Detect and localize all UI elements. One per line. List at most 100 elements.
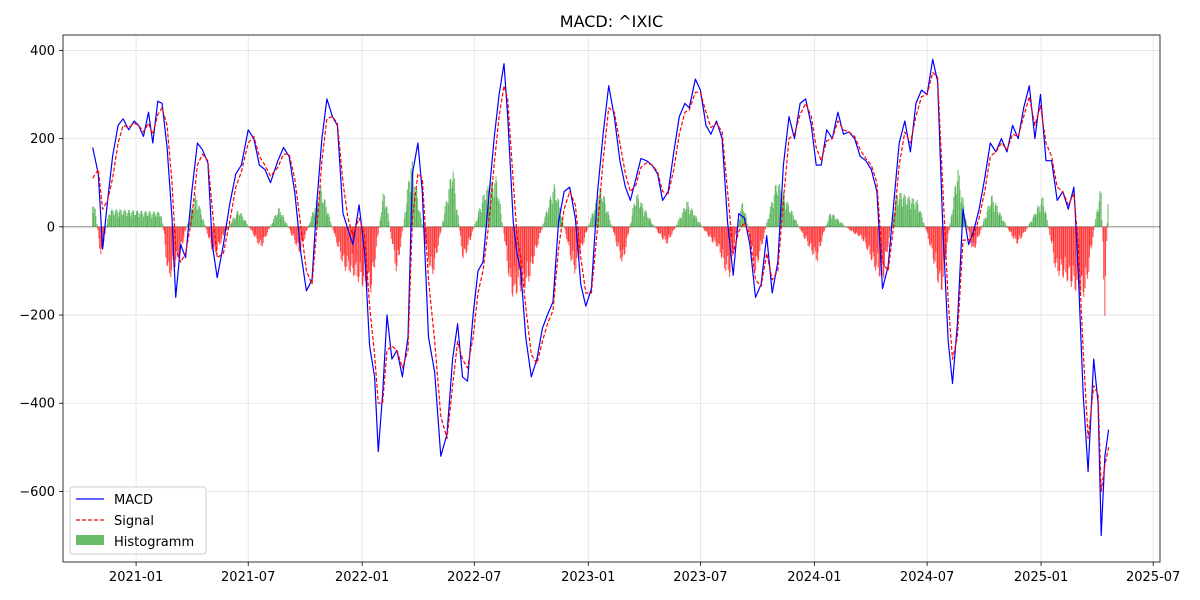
histogram-bar	[326, 215, 328, 227]
histogram-bar	[641, 203, 643, 227]
histogram-bar	[978, 226, 980, 237]
histogram-bar	[667, 226, 669, 239]
histogram-bar	[1055, 226, 1057, 263]
histogram-bar	[811, 226, 814, 255]
histogram-bar	[772, 207, 775, 227]
histogram-bar	[771, 202, 773, 227]
histogram-bar	[819, 226, 822, 247]
histogram-bar	[748, 226, 750, 233]
histogram-bar	[318, 192, 321, 227]
histogram-bar	[805, 226, 807, 236]
histogram-bar	[507, 226, 509, 274]
histogram-bar	[116, 212, 119, 227]
x-tick-label: 2025-01	[1014, 570, 1068, 585]
histogram-bar	[341, 226, 343, 262]
histogram-bar	[936, 226, 938, 269]
histogram-bar	[661, 226, 663, 238]
histogram-bar	[497, 200, 500, 227]
histogram-bar	[855, 226, 857, 234]
histogram-bar	[160, 217, 163, 227]
histogram-bar	[818, 226, 820, 242]
histogram-bar	[492, 188, 494, 227]
histogram-bar	[601, 201, 604, 227]
histogram-bar	[571, 226, 573, 260]
histogram-bar	[96, 224, 98, 227]
histogram-bar	[548, 207, 550, 227]
histogram-bar	[192, 210, 194, 227]
histogram-bar	[974, 226, 977, 248]
histogram-bar	[779, 183, 781, 227]
histogram-bar	[136, 211, 138, 227]
histogram-bar	[456, 209, 458, 227]
histogram-bar	[575, 226, 577, 270]
histogram-bar	[1040, 204, 1042, 227]
histogram-bar	[351, 226, 353, 254]
histogram-bar	[412, 169, 414, 227]
histogram-bar	[447, 203, 449, 227]
histogram-bar	[787, 205, 789, 227]
histogram-bar	[475, 221, 477, 227]
histogram-bar	[110, 210, 112, 227]
histogram-bar	[867, 226, 869, 251]
histogram-bar	[1007, 226, 1009, 228]
histogram-bar	[763, 226, 765, 234]
histogram-bar	[140, 210, 142, 227]
histogram-bar	[541, 226, 543, 231]
histogram-bar	[253, 226, 256, 237]
histogram-bar	[695, 215, 697, 227]
histogram-bar	[167, 226, 169, 266]
histogram-bar	[865, 226, 867, 244]
histogram-bar	[98, 226, 100, 239]
histogram-bar	[907, 197, 909, 227]
histogram-bar	[268, 226, 270, 229]
histogram-bar	[697, 222, 700, 227]
histogram-bar	[1017, 226, 1019, 240]
histogram-bar	[944, 226, 946, 259]
histogram-bar	[1042, 206, 1045, 227]
histogram-bar	[792, 215, 794, 227]
histogram-bar	[281, 215, 283, 227]
histogram-bar	[675, 226, 677, 228]
histogram-bar	[849, 226, 851, 231]
histogram-bar	[635, 195, 638, 227]
histogram-bar	[841, 222, 843, 227]
histogram-bar	[349, 226, 352, 273]
histogram-bar	[415, 186, 417, 227]
histogram-bar	[139, 213, 141, 227]
histogram-bar	[1090, 226, 1092, 249]
histogram-bar	[409, 191, 412, 227]
histogram-bar	[106, 219, 109, 227]
histogram-bar	[807, 226, 809, 246]
histogram-bar	[469, 226, 472, 240]
histogram-bar	[203, 221, 205, 227]
histogram-bar	[493, 197, 495, 227]
histogram-bar	[182, 226, 184, 242]
histogram-bar	[272, 222, 274, 227]
histogram-bar	[681, 218, 683, 227]
histogram-bar	[123, 210, 125, 227]
histogram-bar	[1023, 226, 1025, 232]
histogram-bar	[878, 226, 881, 277]
histogram-bar	[689, 214, 691, 227]
histogram-bar	[396, 226, 398, 266]
histogram-bar	[631, 221, 633, 227]
histogram-bar	[525, 226, 527, 278]
histogram-bar	[509, 226, 511, 269]
axes: 400 200 0 −200 −400 −600 2021-01 2021-07 2022-01…	[19, 34, 1180, 585]
histogram-bar	[506, 226, 508, 261]
histogram-bar	[841, 223, 843, 227]
histogram-bar	[813, 226, 815, 254]
histogram-bar	[665, 226, 667, 240]
histogram-bar	[340, 226, 342, 260]
histogram-bar	[1011, 226, 1013, 236]
histogram-bar	[977, 226, 979, 236]
histogram-bar	[385, 205, 387, 227]
histogram-bar	[374, 226, 376, 260]
histogram-bar	[712, 226, 714, 243]
histogram-bar	[551, 204, 553, 227]
histogram-bar	[268, 226, 270, 230]
histogram-bar	[359, 226, 361, 263]
histogram-bar	[1068, 226, 1070, 269]
histogram-bar	[370, 226, 372, 293]
histogram-bar	[1000, 216, 1003, 227]
